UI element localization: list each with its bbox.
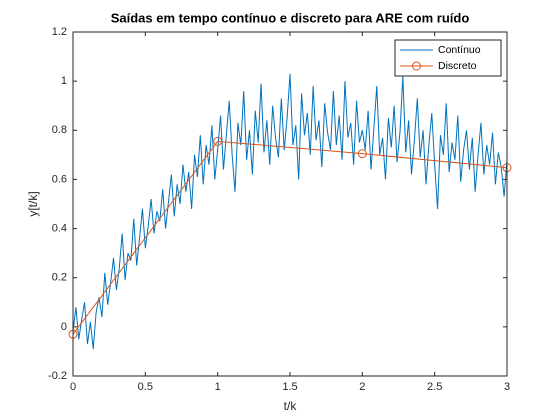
x-axis-label: t/k	[284, 399, 298, 413]
legend-box	[394, 39, 502, 77]
x-tick-label: 0.5	[138, 381, 153, 393]
y-tick-label: 0.4	[52, 222, 67, 234]
legend-label: Discreto	[438, 60, 477, 72]
legend-label: Contínuo	[438, 44, 481, 56]
axes-box	[72, 31, 508, 377]
x-tick-label: 2.5	[427, 381, 442, 393]
point	[357, 149, 367, 159]
x-tick-label: 1	[215, 381, 221, 393]
x-tick-label: 1.5	[282, 381, 297, 393]
y-tick-label: 0.6	[52, 173, 67, 185]
x-tick-label: 2	[359, 381, 365, 393]
plot-area	[73, 32, 507, 376]
y-tick-label: 0.8	[52, 124, 67, 136]
y-tick-label: 1	[61, 75, 67, 87]
chart-title: Saídas em tempo contínuo e discreto para…	[111, 10, 470, 25]
y-tick-label: -0.2	[48, 370, 67, 382]
y-axis-label: y[t/k]	[26, 191, 40, 216]
y-tick-label: 1.2	[52, 26, 67, 38]
x-tick-label: 0	[70, 381, 76, 393]
point	[213, 136, 223, 146]
y-tick-label: 0.2	[52, 272, 67, 284]
legend-marker	[412, 61, 421, 71]
series-line	[73, 73, 507, 350]
y-tick-label: 0	[61, 321, 67, 333]
x-tick-label: 3	[504, 381, 510, 393]
series-line	[73, 140, 507, 335]
